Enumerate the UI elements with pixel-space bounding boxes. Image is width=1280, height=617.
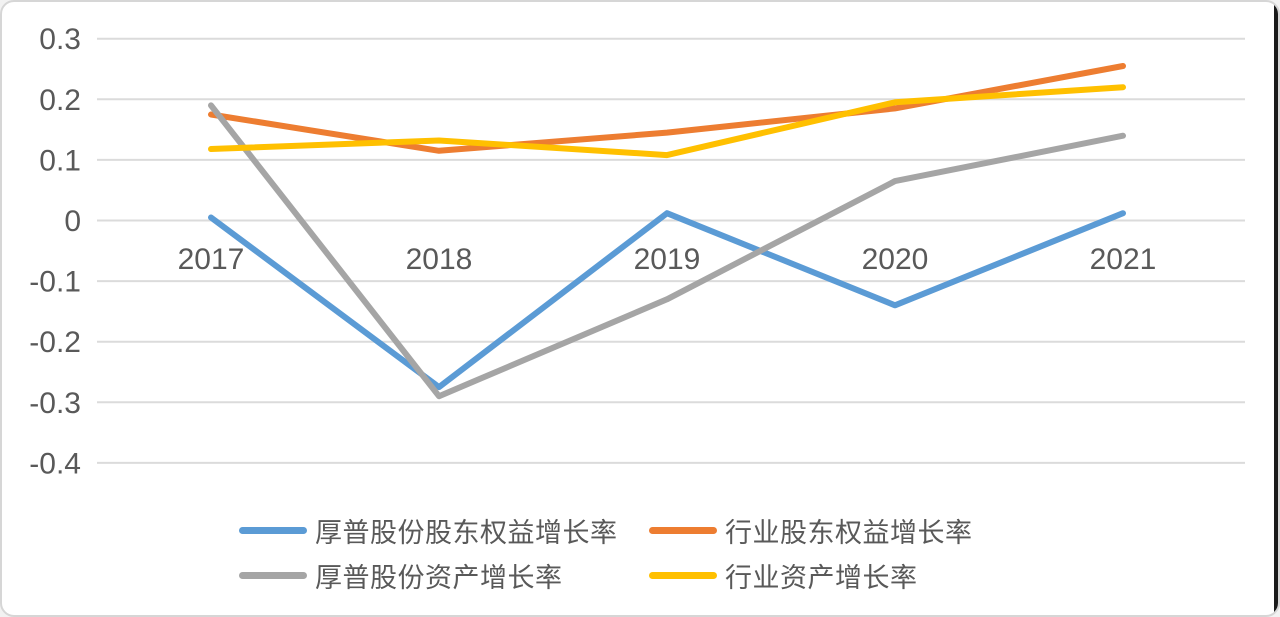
screen-edge-artifact — [1274, 2, 1278, 615]
legend-item-houpu-equity-growth: 厚普股份股东权益增长率 — [239, 508, 649, 553]
x-axis-label: 2018 — [406, 243, 473, 276]
y-axis-tick-label: 0.2 — [39, 84, 81, 117]
legend-label-industry-asset-growth: 行业资产增长率 — [725, 563, 918, 594]
y-axis-tick-label: -0.1 — [29, 266, 81, 299]
line-chart: 0.3 0.2 0.1 0 -0.1 -0.2 -0.3 -0.4 2017 2018 2019 20… — [29, 23, 1245, 480]
legend-swatch-houpu-equity-growth — [239, 527, 307, 534]
legend-swatch-industry-asset-growth — [649, 572, 717, 579]
y-axis-tick-label: 0.1 — [39, 144, 81, 177]
y-axis-tick-label: -0.4 — [29, 447, 81, 480]
y-axis-tick-label: 0 — [64, 205, 81, 238]
x-axis-label: 2020 — [862, 243, 929, 276]
y-axis-tick-label: -0.2 — [29, 326, 81, 359]
x-axis-label: 2017 — [178, 243, 245, 276]
series-line-houpu-equity-growth — [208, 210, 1126, 391]
legend-item-houpu-asset-growth: 厚普股份资产增长率 — [239, 553, 649, 598]
legend-item-industry-asset-growth: 行业资产增长率 — [649, 553, 973, 598]
legend-label-industry-equity-growth: 行业股东权益增长率 — [725, 518, 973, 549]
series-line-industry-equity-growth — [208, 63, 1126, 154]
legend: 厚普股份股东权益增长率 行业股东权益增长率厚普股份资产增长率 行业资产增长率 — [239, 508, 973, 598]
legend-label-houpu-equity-growth: 厚普股份股东权益增长率 — [315, 518, 618, 549]
legend-swatch-industry-equity-growth — [649, 527, 717, 534]
x-axis-label: 2019 — [634, 243, 701, 276]
y-axis-tick-label: -0.3 — [29, 387, 81, 420]
legend-label-houpu-asset-growth: 厚普股份资产增长率 — [315, 563, 563, 594]
x-axis-label: 2021 — [1090, 243, 1157, 276]
y-axis-tick-label: 0.3 — [39, 23, 81, 56]
legend-item-industry-equity-growth: 行业股东权益增长率 — [649, 508, 973, 553]
series-line-industry-asset-growth — [208, 84, 1126, 159]
legend-swatch-houpu-asset-growth — [239, 572, 307, 579]
series-line-houpu-asset-growth — [208, 102, 1126, 400]
